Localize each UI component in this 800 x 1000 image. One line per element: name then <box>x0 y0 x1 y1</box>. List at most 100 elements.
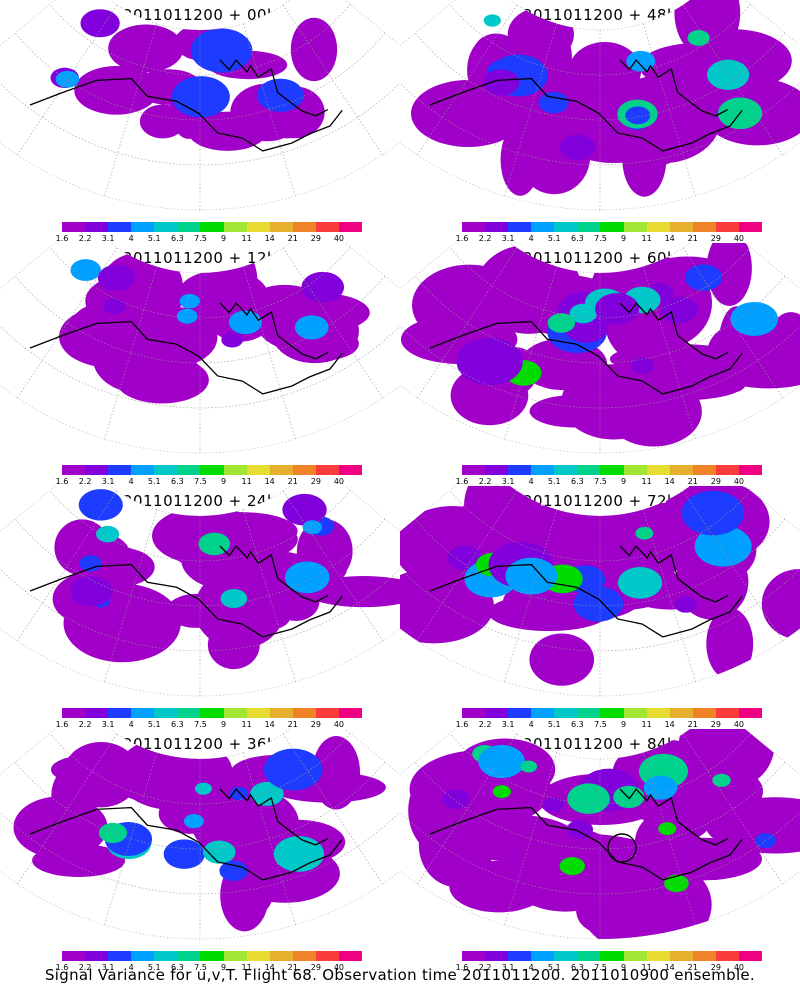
colorbar-swatch <box>623 222 647 232</box>
variance-region <box>171 76 230 118</box>
colorbar-swatch <box>177 951 201 961</box>
colorbar-tick-label: 5.1 <box>547 234 561 243</box>
coastline <box>219 59 329 117</box>
colorbar-swatch <box>292 951 316 961</box>
variance-region <box>79 555 102 572</box>
colorbar-tick-label: 21 <box>287 720 298 729</box>
variance-region <box>98 822 128 844</box>
variance-region <box>294 315 329 340</box>
colorbar-tick-label: 2.2 <box>478 720 492 729</box>
colorbar-tick-label: 29 <box>310 963 321 972</box>
colorbar-tick-label: 3.1 <box>501 477 515 486</box>
colorbar-tick-label: 11 <box>641 234 652 243</box>
variance-region <box>625 850 696 936</box>
colorbar-swatch <box>577 951 601 961</box>
colorbar-swatch <box>600 465 624 475</box>
coastline <box>219 302 329 360</box>
variance-region <box>730 301 779 336</box>
variance-region <box>529 633 595 686</box>
variance-region <box>573 586 624 622</box>
coastline <box>619 788 729 846</box>
variance-region <box>203 840 236 864</box>
variance-region <box>108 24 184 73</box>
variance-region <box>194 782 212 795</box>
colorbar-tick-label: 40 <box>733 477 745 486</box>
colorbar-tick-label: 3.1 <box>501 720 515 729</box>
colorbar-swatch <box>508 222 532 232</box>
colorbar-tick-label: 5.1 <box>147 720 161 729</box>
variance-map <box>0 0 400 211</box>
variance-region <box>643 775 678 800</box>
colorbar-tick-label: 29 <box>310 477 321 486</box>
colorbar-swatch <box>85 465 109 475</box>
variance-region <box>263 748 323 791</box>
variance-region <box>96 525 120 543</box>
map-panel: 2011011200 + 00h 1.6 2.2 3.1 4 5.1 6.3 7.5 9 11 14… <box>0 0 400 243</box>
variance-region <box>559 134 596 161</box>
colorbar-tick-label: 21 <box>287 234 298 243</box>
variance-region <box>706 59 750 90</box>
variance-region <box>220 589 248 609</box>
colorbar-tick-label: 7.5 <box>194 477 207 486</box>
variance-region <box>706 607 754 680</box>
variance-map <box>0 486 400 697</box>
colorbar-tick-label: 4 <box>528 720 534 729</box>
colorbar-tick-label: 21 <box>687 720 698 729</box>
colorbar-swatch <box>292 465 316 475</box>
colorbar <box>62 465 363 475</box>
colorbar-tick-label: 4 <box>128 720 134 729</box>
variance-region <box>78 489 123 521</box>
colorbar-swatch <box>508 465 532 475</box>
colorbar-swatch <box>223 951 247 961</box>
variance-region <box>411 264 527 346</box>
colorbar-tick-label: 6.3 <box>171 234 184 243</box>
colorbar-swatch <box>338 951 363 961</box>
variance-region <box>626 50 656 72</box>
colorbar-swatch <box>623 465 647 475</box>
variance-region <box>80 9 120 38</box>
coastline <box>219 545 329 603</box>
colorbar-tick-label: 2.2 <box>78 963 92 972</box>
variance-region <box>561 364 667 440</box>
graticule-line <box>0 811 400 895</box>
variance-region <box>712 773 731 787</box>
figure-caption: Signal Variance for u,v,T. Flight 68. Ob… <box>44 966 756 984</box>
graticule-line <box>0 568 400 652</box>
graticule-line <box>0 325 400 409</box>
variance-region <box>687 29 710 46</box>
colorbar-tick-label: 2.2 <box>478 234 492 243</box>
colorbar-tick-label: 3.1 <box>101 477 115 486</box>
variance-map <box>400 486 800 697</box>
colorbar-swatch <box>223 465 247 475</box>
colorbar-swatch <box>154 465 178 475</box>
panel-title: 2011011200 + 84h <box>522 735 678 753</box>
colorbar-swatch <box>669 222 693 232</box>
colorbar-swatch <box>131 222 155 232</box>
colorbar-swatch <box>338 222 363 232</box>
colorbar-swatch <box>315 708 339 718</box>
colorbar-tick-label: 6.3 <box>571 234 584 243</box>
colorbar-swatch <box>154 951 178 961</box>
coastline <box>29 320 343 395</box>
variance-region <box>470 871 534 911</box>
variance-region <box>221 331 244 348</box>
variance-region <box>70 259 101 281</box>
variance-region <box>447 545 483 571</box>
colorbar-swatch <box>738 222 763 232</box>
colorbar-swatch <box>692 708 716 718</box>
variance-field <box>400 486 800 686</box>
colorbar-tick-label: 5.1 <box>147 477 161 486</box>
colorbar-tick-label: 4 <box>528 234 534 243</box>
colorbar-swatch <box>669 951 693 961</box>
colorbar-swatch <box>646 222 670 232</box>
map-panel: 2011011200 + 48h 1.6 2.2 3.1 4 5.1 6.3 7.5 9 11 14… <box>400 0 800 243</box>
colorbar-tick-label: 11 <box>641 477 652 486</box>
colorbar-tick-label: 9 <box>620 477 627 486</box>
variance-region <box>761 569 800 640</box>
colorbar-swatch <box>577 708 601 718</box>
colorbar-swatch <box>600 222 624 232</box>
colorbar-swatch <box>531 465 555 475</box>
colorbar-swatch <box>108 708 132 718</box>
colorbar-tick-label: 7.5 <box>194 234 207 243</box>
colorbar-swatch <box>485 951 509 961</box>
